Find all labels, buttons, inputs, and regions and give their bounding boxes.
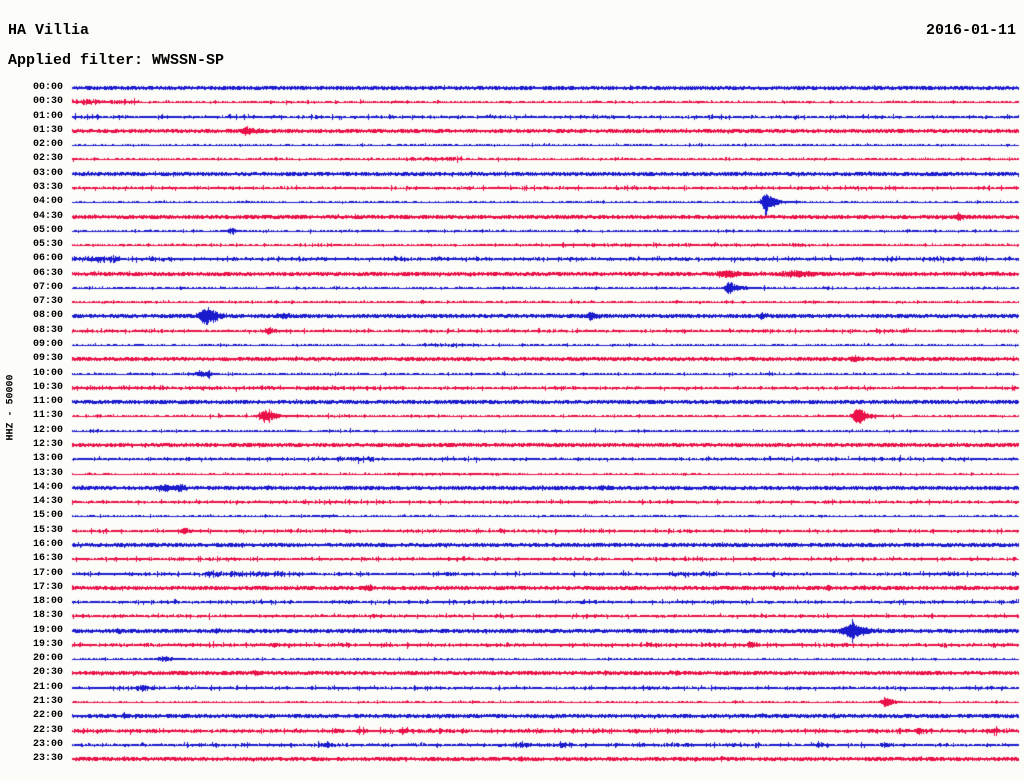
time-label: 18:30 bbox=[32, 610, 63, 621]
station-title: HA Villia bbox=[8, 22, 90, 39]
time-label: 19:00 bbox=[32, 625, 63, 636]
time-label: 04:30 bbox=[32, 211, 63, 222]
time-label: 03:00 bbox=[32, 168, 63, 179]
time-label: 13:30 bbox=[32, 468, 63, 479]
time-label: 17:30 bbox=[32, 582, 63, 593]
time-label: 02:30 bbox=[32, 153, 63, 164]
time-label: 08:00 bbox=[32, 310, 63, 321]
time-label: 18:00 bbox=[32, 596, 63, 607]
time-label: 04:00 bbox=[32, 196, 63, 207]
time-label: 13:00 bbox=[32, 453, 63, 464]
time-label: 15:00 bbox=[32, 510, 63, 521]
time-label: 19:30 bbox=[32, 639, 63, 650]
time-label: 22:30 bbox=[32, 725, 63, 736]
time-label: 12:30 bbox=[32, 439, 63, 450]
time-label: 23:30 bbox=[32, 753, 63, 764]
time-label: 09:30 bbox=[32, 353, 63, 364]
time-label: 00:00 bbox=[32, 82, 63, 93]
time-label: 21:00 bbox=[32, 682, 63, 693]
time-label: 01:00 bbox=[32, 111, 63, 122]
time-label: 16:30 bbox=[32, 553, 63, 564]
time-label: 10:00 bbox=[32, 368, 63, 379]
time-label: 14:00 bbox=[32, 482, 63, 493]
time-label: 02:00 bbox=[32, 139, 63, 150]
time-label: 08:30 bbox=[32, 325, 63, 336]
time-label: 06:30 bbox=[32, 268, 63, 279]
time-label: 12:00 bbox=[32, 425, 63, 436]
time-label: 21:30 bbox=[32, 696, 63, 707]
time-label: 09:00 bbox=[32, 339, 63, 350]
time-label: 07:30 bbox=[32, 296, 63, 307]
time-label: 15:30 bbox=[32, 525, 63, 536]
time-label: 00:30 bbox=[32, 96, 63, 107]
time-label: 11:30 bbox=[32, 410, 63, 421]
time-label: 16:00 bbox=[32, 539, 63, 550]
time-label: 23:00 bbox=[32, 739, 63, 750]
time-label: 20:00 bbox=[32, 653, 63, 664]
time-label: 07:00 bbox=[32, 282, 63, 293]
time-label: 14:30 bbox=[32, 496, 63, 507]
applied-filter-label: Applied filter: WWSSN-SP bbox=[8, 52, 225, 69]
date-label: 2016-01-11 bbox=[925, 22, 1016, 39]
time-label: 05:00 bbox=[32, 225, 63, 236]
time-label: 20:30 bbox=[32, 667, 63, 678]
time-label: 11:00 bbox=[32, 396, 63, 407]
time-label: 03:30 bbox=[32, 182, 63, 193]
time-label: 06:00 bbox=[32, 253, 63, 264]
time-label: 17:00 bbox=[32, 568, 63, 579]
time-label: 22:00 bbox=[32, 710, 63, 721]
time-label: 05:30 bbox=[32, 239, 63, 250]
time-label: 10:30 bbox=[32, 382, 63, 393]
time-label: 01:30 bbox=[32, 125, 63, 136]
